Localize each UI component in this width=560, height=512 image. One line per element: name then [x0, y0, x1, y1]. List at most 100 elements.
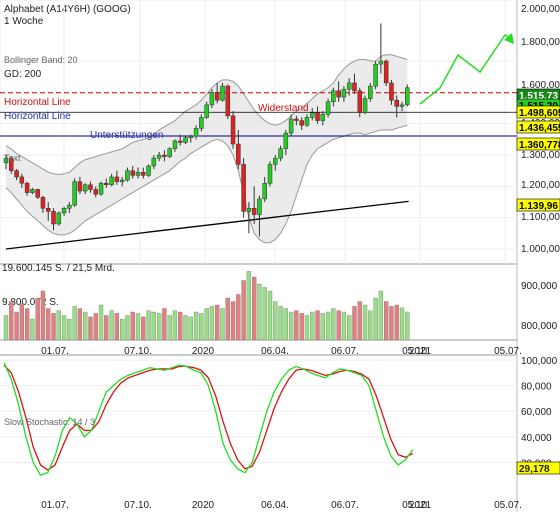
x-tick-label: 01.07.: [41, 346, 69, 357]
candle-down: [251, 208, 257, 215]
candle-up: [399, 104, 405, 107]
candle-up: [56, 212, 62, 225]
volume-bar: [172, 310, 178, 341]
candle-up: [273, 157, 278, 165]
candle-down: [225, 85, 231, 117]
candle-down: [299, 120, 304, 126]
candle-down: [352, 82, 357, 92]
bollinger-label: Bollinger Band: 20: [4, 55, 78, 65]
volume-bar: [93, 313, 98, 341]
volume-bar: [283, 308, 288, 341]
candle-up: [378, 60, 384, 65]
candle-down: [104, 182, 109, 186]
candle-up: [30, 189, 35, 193]
candle-up: [331, 90, 336, 102]
volume-bar: [188, 316, 193, 341]
candle-down: [394, 99, 399, 107]
volume-bar: [19, 303, 24, 341]
candle-up: [193, 128, 199, 137]
candle-up: [67, 204, 72, 209]
candle-up: [204, 104, 209, 118]
volume-bar: [178, 311, 183, 341]
volume-bar: [257, 283, 262, 341]
candle-down: [35, 189, 40, 198]
x-tick-label: 05.10.: [402, 346, 430, 357]
volume-bar: [156, 313, 162, 341]
candle-up: [267, 164, 273, 184]
stoch-tag: 29,178: [516, 461, 560, 475]
candle-down: [236, 143, 241, 165]
candle-down: [45, 208, 51, 212]
candle-up: [72, 181, 77, 206]
candle-down: [214, 92, 220, 101]
volume-bar: [220, 308, 225, 341]
x-tick-label: 07.10.: [124, 346, 152, 357]
volume-bar: [225, 297, 230, 341]
x-tick-label: 2021: [409, 500, 432, 511]
volume-bar: [141, 316, 146, 341]
volume-bar: [135, 313, 141, 341]
volume-bar: [378, 290, 384, 341]
volume-bar: [67, 318, 72, 341]
volume-bar: [109, 310, 114, 341]
candle-up: [151, 157, 157, 167]
volume-bar: [399, 307, 405, 341]
unterstuetzungen-label: Unterstützungen: [90, 130, 163, 141]
x-tick-label: 2020: [192, 346, 215, 357]
volume-bar: [362, 304, 368, 341]
candle-down: [130, 170, 135, 176]
price-grid: [0, 0, 517, 264]
candle-up: [109, 176, 114, 186]
stoch-k-line: [3, 362, 414, 476]
volume-bar: [35, 297, 40, 341]
x-tick-label: 06.04.: [261, 500, 289, 511]
x-tick-label: 05.07.: [494, 346, 522, 357]
candle-down: [93, 189, 99, 195]
candle-up: [61, 208, 67, 214]
price-axis-label: 1.100,000: [521, 212, 560, 223]
candles-group: [3, 23, 410, 237]
volume-bar: [77, 308, 83, 341]
candle-down: [162, 154, 167, 157]
volume-bar: [278, 306, 283, 341]
volume-bar: [61, 315, 67, 341]
volume-bar: [405, 311, 410, 341]
candle-up: [278, 148, 283, 159]
volume-bar: [167, 315, 172, 341]
volume-bar: [98, 304, 104, 341]
x-axis-ticks-lower: 01.07. 07.10. 2020 06.04. 06.07. 05.10.2021 05…: [41, 500, 522, 511]
volume-bar: [310, 311, 315, 341]
volume-bar: [204, 308, 209, 341]
volume-bar: [246, 271, 252, 341]
price-tag-bb: 1.436,455: [519, 123, 560, 134]
volume-bar: [24, 308, 30, 341]
volume-bar: [336, 310, 341, 341]
x-tick-label: 05.07.: [494, 500, 522, 511]
candle-down: [294, 118, 299, 121]
candle-down: [14, 170, 19, 178]
text-tool-label: Text: [4, 153, 21, 163]
candle-down: [40, 197, 46, 209]
volume-bar: [331, 308, 336, 341]
forecast-arrow-line: [419, 34, 513, 105]
x-tick-label: 2021: [409, 346, 432, 357]
candle-down: [315, 112, 320, 121]
candle-down: [77, 181, 83, 192]
candle-up: [199, 117, 204, 129]
stoch-tag-box: [516, 461, 560, 475]
volume-bar: [294, 310, 299, 341]
candle-down: [336, 90, 341, 98]
candle-up: [405, 87, 410, 106]
volume-bar: [151, 311, 156, 341]
volume-bar: [389, 306, 394, 341]
candle-up: [368, 85, 373, 99]
candle-up: [119, 179, 125, 182]
candle-down: [357, 90, 363, 113]
candle-up: [341, 88, 347, 98]
x-tick-label: 06.07.: [331, 346, 359, 357]
price-tag-box: [516, 105, 560, 119]
volume-axis: 900,000 800,000: [521, 281, 558, 332]
volume-bar: [315, 310, 320, 341]
candle-up: [346, 82, 352, 90]
